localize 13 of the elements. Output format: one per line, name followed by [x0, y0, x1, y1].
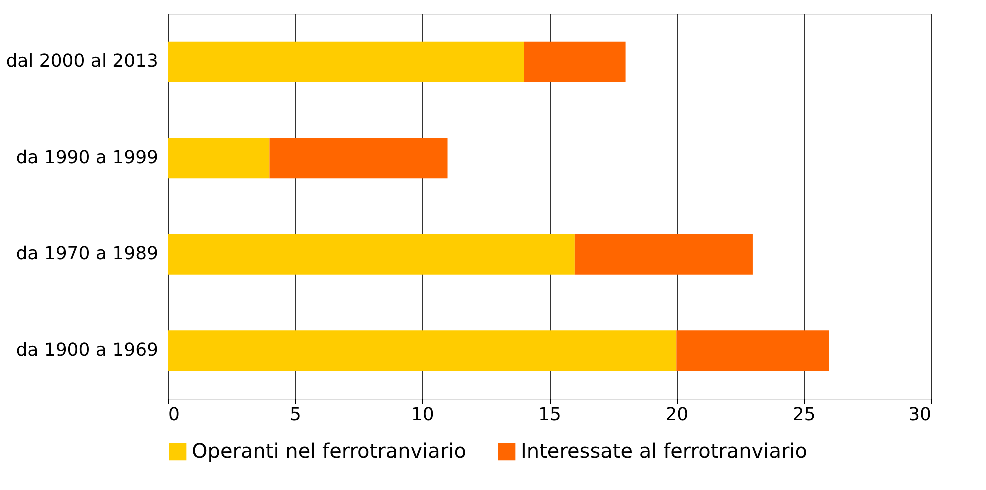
x-tick-label: 15: [538, 404, 562, 426]
legend-label: Interessate al ferrotranviario: [521, 439, 808, 463]
x-tick-label: 10: [411, 404, 434, 426]
legend-label: Operanti nel ferrotranviario: [192, 439, 466, 463]
x-tick-label: 30: [908, 404, 932, 426]
y-tick-label: da 1990 a 1999: [16, 147, 158, 168]
y-tick-label: da 1900 a 1969: [16, 340, 158, 361]
x-tick-label: 0: [168, 404, 180, 426]
y-tick-label: da 1970 a 1989: [16, 244, 158, 265]
x-tick-label: 25: [792, 404, 816, 426]
x-tick-label: 20: [666, 404, 689, 426]
y-tick-label: dal 2000 al 2013: [6, 51, 158, 72]
x-tick-label: 5: [290, 404, 302, 426]
